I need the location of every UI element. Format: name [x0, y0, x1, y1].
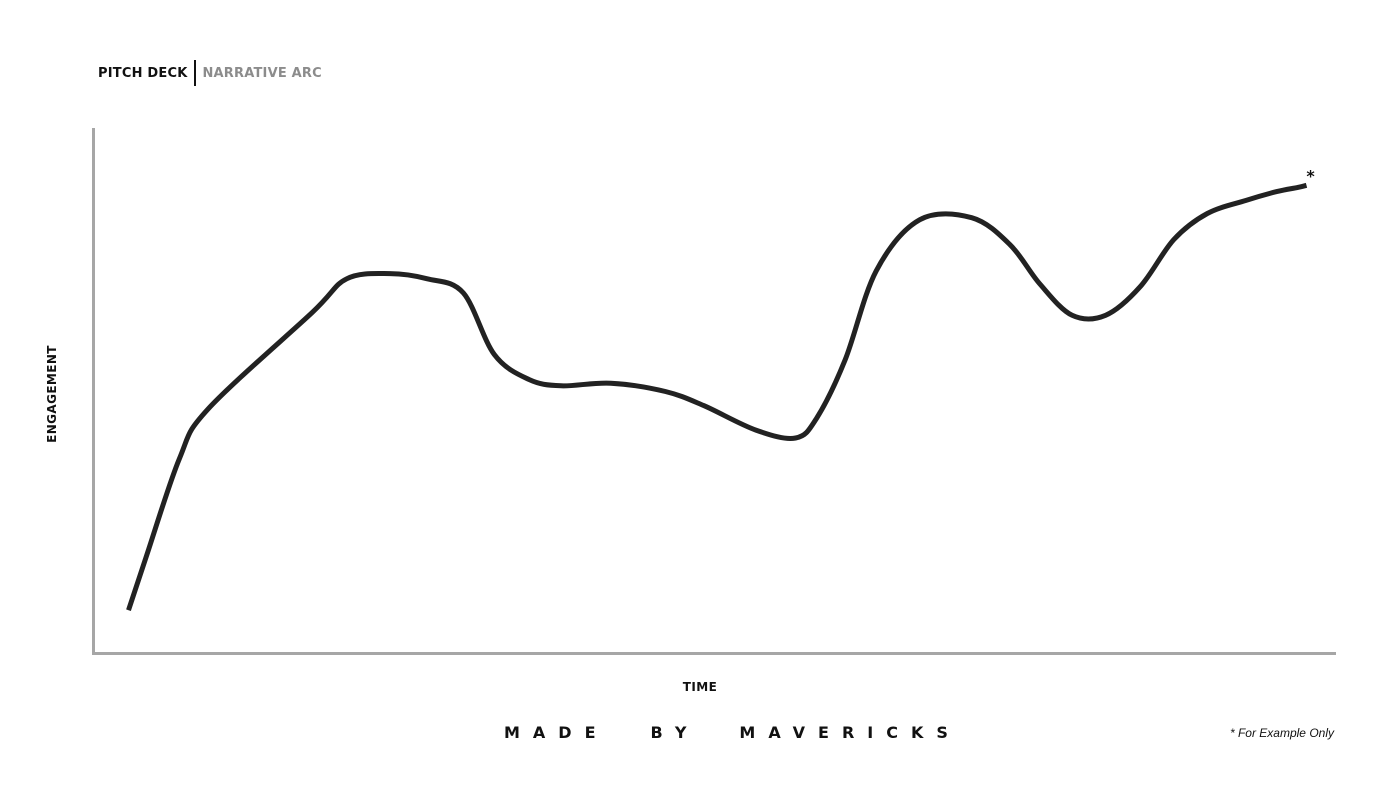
- slide-header: PITCH DECK NARRATIVE ARC: [98, 60, 322, 86]
- header-divider: [194, 60, 197, 86]
- footnote: * For Example Only: [1229, 726, 1334, 740]
- engagement-line: [126, 182, 1308, 611]
- y-axis-label: ENGAGEMENT: [45, 345, 59, 443]
- end-marker: *: [1306, 166, 1315, 185]
- section-label: NARRATIVE ARC: [202, 65, 322, 81]
- brand-word-mavericks: MAVERICKS: [739, 723, 961, 742]
- x-axis-label: TIME: [682, 680, 718, 694]
- deck-label: PITCH DECK: [98, 65, 188, 81]
- brand-tagline: MADE BY MAVERICKS: [504, 723, 961, 742]
- brand-word-made: MADE: [504, 723, 609, 742]
- brand-word-by: BY: [650, 723, 700, 742]
